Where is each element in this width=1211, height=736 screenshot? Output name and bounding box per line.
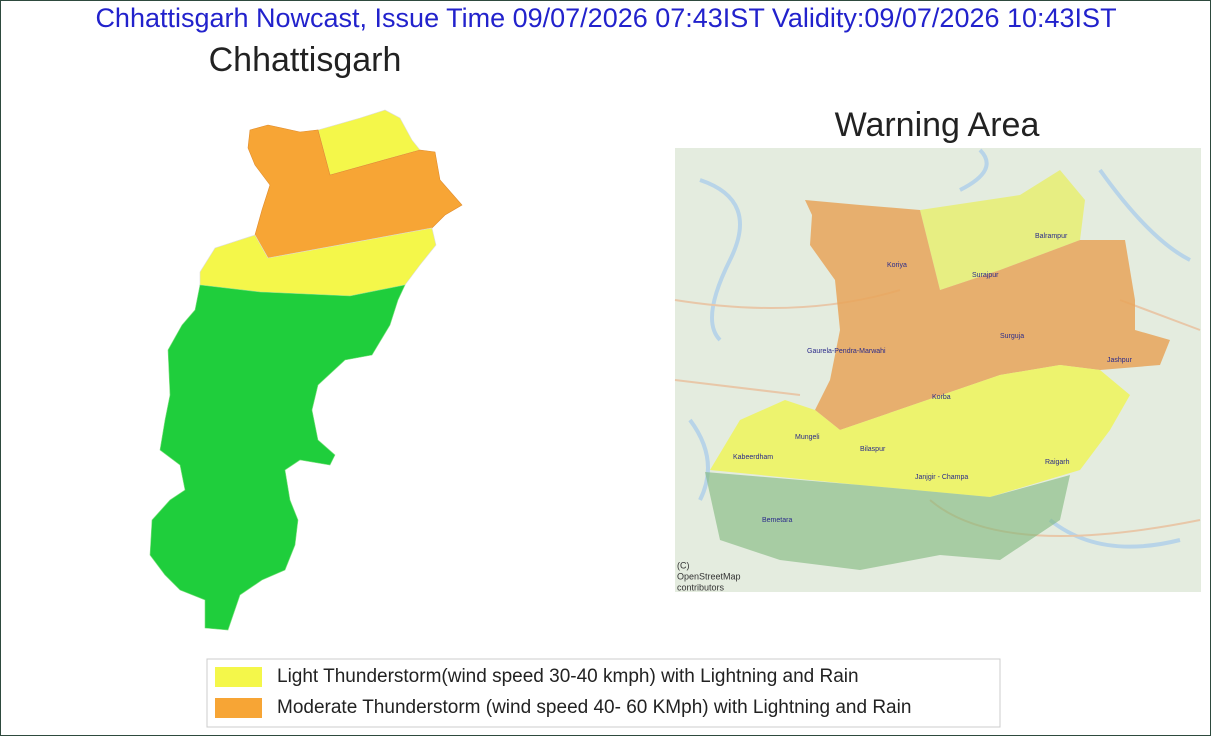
legend-swatch (215, 698, 262, 718)
water (688, 148, 1191, 549)
legend-swatch (215, 667, 262, 687)
safe-zone (705, 472, 1070, 570)
safe-zone (149, 284, 406, 631)
legend-label: Moderate Thunderstorm (wind speed 40- 60… (277, 697, 911, 718)
place-label: Raigarh (1045, 459, 1070, 466)
place-label: Gaurela-Pendra-Marwahi (807, 348, 886, 355)
header-title: Chhattisgarh Nowcast, Issue Time 09/07/2… (95, 3, 1116, 33)
attribution: contributors (677, 582, 725, 592)
place-label: Surguja (1000, 333, 1024, 340)
place-label: Balrampur (1035, 233, 1068, 240)
place-label: Jashpur (1107, 357, 1133, 364)
place-label: Surajpur (972, 272, 999, 279)
light-zone (710, 365, 1130, 497)
roads (674, 289, 1201, 537)
place-label: Janjgir - Champa (915, 474, 968, 481)
place-label: Mungeli (795, 434, 820, 441)
place-label: Korba (932, 394, 951, 401)
legend-label: Light Thunderstorm(wind speed 30-40 kmph… (277, 666, 859, 687)
attribution: (C) (677, 560, 690, 570)
moderate-zone (805, 200, 1170, 430)
light-zone (920, 170, 1085, 290)
place-label: Kabeerdham (733, 454, 773, 461)
warning-map: Balrampur Koriya Surajpur Surguja Gaurel… (674, 148, 1201, 592)
place-label: Bilaspur (860, 446, 886, 453)
state-map-title: Chhattisgarh (209, 41, 402, 79)
attribution: OpenStreetMap (677, 571, 741, 581)
warning-map-title: Warning Area (835, 106, 1040, 144)
legend: Light Thunderstorm(wind speed 30-40 kmph… (206, 658, 1001, 728)
place-label: Bemetara (762, 517, 792, 524)
legend-box (206, 658, 1001, 728)
state-map (149, 109, 463, 631)
moderate-zone (247, 124, 463, 259)
place-label: Koriya (887, 262, 907, 269)
